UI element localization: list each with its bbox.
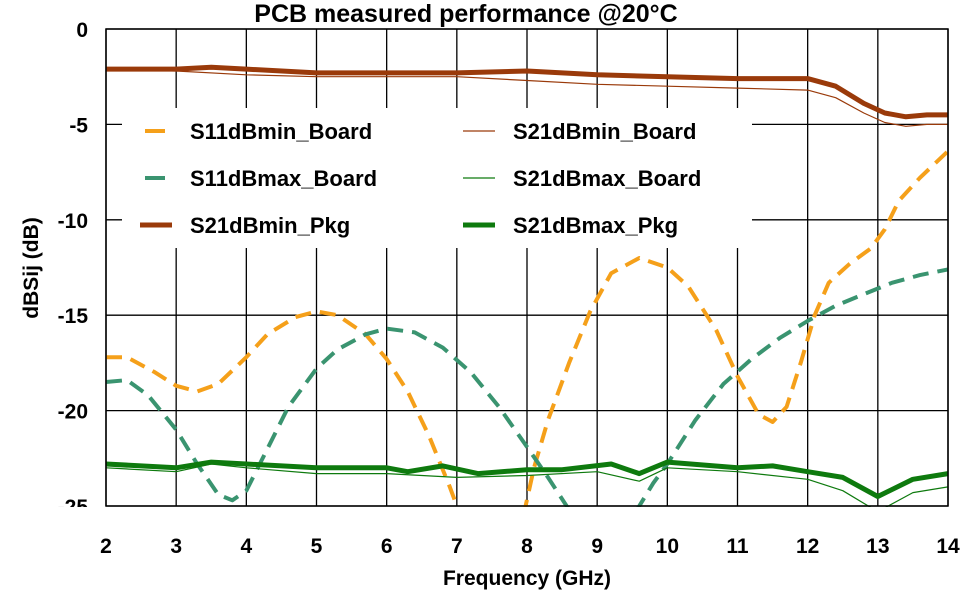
series-S21dBmax_Board [105, 463, 949, 513]
plot-frame [105, 28, 949, 507]
series-S11dBmin_Board [106, 149, 950, 517]
y-tick-label: -5 [69, 114, 88, 137]
series-line [105, 68, 948, 127]
x-tick-label: 6 [381, 535, 393, 558]
series-line [105, 459, 949, 499]
x-tick-label: 3 [170, 535, 182, 558]
legend-label: S21dBmin_Board [513, 119, 696, 144]
x-tick-label: 13 [866, 535, 889, 558]
x-tick-label: 10 [656, 535, 679, 558]
x-tick-label: 7 [451, 535, 463, 558]
legend-box [122, 108, 752, 248]
y-tick-label: -20 [58, 401, 88, 424]
x-tick-label: 9 [591, 535, 603, 558]
x-tick-label: 11 [726, 535, 749, 558]
y-tick-label: -15 [58, 305, 89, 328]
legend-label: S21dBmax_Board [513, 166, 701, 191]
series-line [105, 326, 571, 511]
series-line [105, 463, 949, 513]
legend-label: S11dBmin_Board [190, 119, 372, 144]
legend-label: S11dBmax_Board [190, 166, 377, 191]
data-series [0, 64, 975, 529]
legend-item: S11dBmax_Board [145, 166, 377, 191]
legend-label: S21dBmax_Pkg [513, 213, 678, 238]
legend-item: S21dBmax_Pkg [463, 213, 678, 238]
x-tick-label: 5 [311, 535, 323, 558]
series-S21dBmin_Board [105, 68, 948, 127]
y-tick-label: 0 [76, 19, 88, 42]
x-tick-label: 2 [100, 535, 112, 558]
x-tick-label: 8 [521, 535, 533, 558]
x-tick-label: 14 [936, 535, 960, 558]
grid-lines [105, 28, 949, 507]
legend-item: S21dBmin_Board [463, 119, 696, 144]
legend-item: S21dBmin_Pkg [140, 213, 350, 238]
x-tick-label: 12 [796, 535, 819, 558]
series-line [634, 267, 949, 513]
legend-label: S21dBmin_Pkg [190, 213, 350, 238]
legend: S11dBmin_Board S21dBmin_Board S11dBmax_Boa… [140, 119, 701, 238]
x-axis-ticks: 2 3 4 5 6 7 8 9 10 11 12 13 14 [100, 535, 960, 558]
series-line [106, 309, 463, 517]
legend-background [122, 108, 752, 248]
y-axis-label: dBSij (dB) [20, 217, 43, 318]
series-S21dBmin_Pkg [106, 64, 948, 120]
series-line [106, 64, 948, 120]
legend-item: S11dBmin_Board [145, 119, 372, 144]
y-tick-label: -10 [58, 210, 88, 233]
y-axis-ticks: 0-5-10-15-20-25 [58, 19, 89, 519]
chart-title: PCB measured performance @20°C [254, 0, 677, 28]
x-tick-label: 4 [240, 535, 252, 558]
x-axis-label: Frequency (GHz) [443, 567, 611, 590]
legend-item: S21dBmax_Board [463, 166, 701, 191]
series-S21dBmax_Pkg [105, 459, 949, 499]
